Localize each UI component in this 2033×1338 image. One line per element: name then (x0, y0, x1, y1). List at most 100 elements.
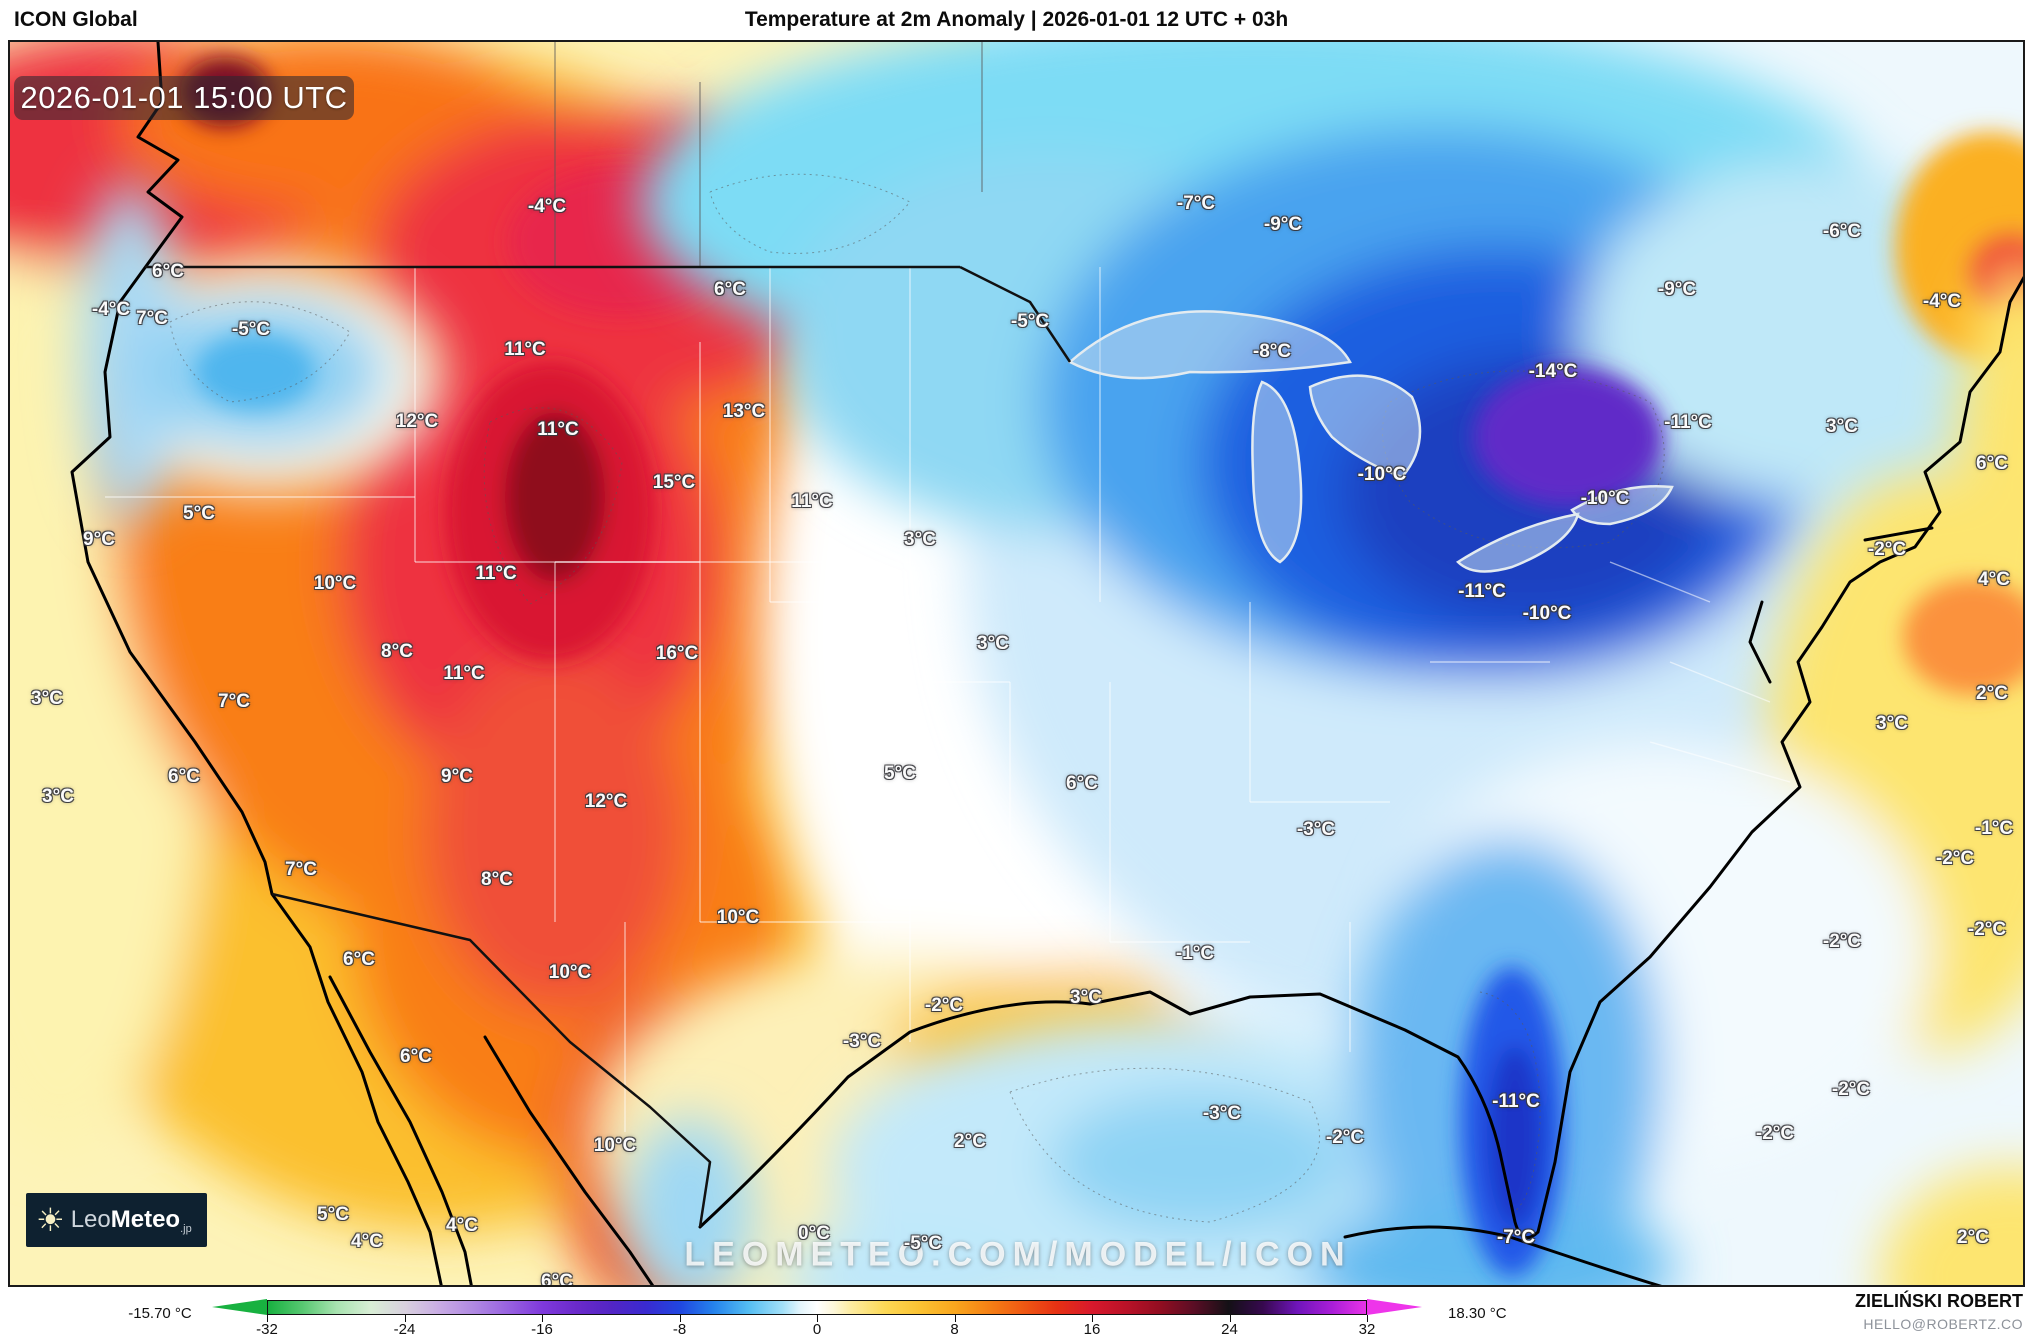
temp-label: 4°C (351, 1231, 383, 1252)
logo-text-meteo: Meteo (110, 1206, 181, 1233)
temp-label: 3°C (1826, 416, 1858, 437)
temp-label: 15°C (652, 472, 696, 493)
temp-label: -3°C (842, 1031, 882, 1052)
colorbar-tick-label: 8 (950, 1321, 959, 1338)
model-name: ICON Global (14, 8, 138, 31)
temp-label: 11°C (443, 663, 485, 684)
temp-label: -7°C (1176, 193, 1216, 214)
temp-label: 10°C (716, 907, 760, 928)
colorbar-tick-label: 32 (1358, 1321, 1376, 1338)
colorbar-tick (954, 1315, 956, 1322)
temp-label: -10°C (1357, 464, 1407, 485)
temp-label: -4°C (527, 196, 567, 217)
colorbar-tick-label: 16 (1083, 1321, 1101, 1338)
temp-label: -3°C (1202, 1103, 1242, 1124)
temp-label: 12°C (395, 411, 439, 432)
temp-label: 2°C (1957, 1227, 1989, 1248)
temp-label: -2°C (1755, 1123, 1795, 1144)
temp-label: 10°C (593, 1135, 637, 1156)
logo-text-leo: Leo (70, 1206, 111, 1233)
temp-label: -6°C (1822, 221, 1862, 242)
temp-label: -2°C (1967, 919, 2007, 940)
colorbar-gradient (267, 1300, 1367, 1315)
temp-label: -10°C (1522, 603, 1572, 624)
temp-label: -1°C (1175, 943, 1215, 964)
temp-label: 3°C (42, 786, 74, 807)
colorbar-tick (1367, 1315, 1368, 1322)
colorbar-tick (1092, 1315, 1093, 1322)
colorbar-tick (404, 1315, 406, 1322)
temp-label: 11°C (475, 563, 517, 584)
temp-label: 6°C (343, 949, 375, 970)
weather-map: 2026-01-01 15:00 UTC LEOMETEO.COM/MODEL/… (8, 40, 2025, 1287)
temp-label: -11°C (1492, 1091, 1540, 1112)
temp-label: 2°C (954, 1131, 986, 1152)
colorbar-right-arrow (1367, 1299, 1422, 1315)
temp-label: 3°C (977, 633, 1009, 654)
temp-label: 5°C (317, 1204, 349, 1225)
temp-label: 7°C (218, 691, 250, 712)
temp-label: 3°C (31, 688, 63, 709)
sun-icon: ☀ (36, 1202, 65, 1238)
temp-label: -5°C (231, 319, 271, 340)
colorbar-tick-label: 24 (1221, 1321, 1238, 1338)
temp-label: 11°C (537, 419, 579, 440)
colorbar-left-arrow (212, 1299, 267, 1315)
temp-label: 5°C (183, 503, 215, 524)
colorbar-tick (1229, 1315, 1231, 1322)
temp-label: 9°C (83, 529, 115, 550)
temp-label: -5°C (903, 1233, 943, 1254)
temp-label: 6°C (541, 1271, 573, 1287)
temp-label: -7°C (1496, 1227, 1536, 1248)
temp-label: 8°C (381, 641, 413, 662)
temp-label: 3°C (904, 529, 936, 550)
temp-label: 0°C (798, 1223, 830, 1244)
header-bar: ICON Global Temperature at 2m Anomaly | … (0, 0, 2033, 40)
temp-label: 11°C (504, 339, 546, 360)
colorbar-max-value: 18.30 °C (1448, 1305, 1507, 1322)
colorbar-tick (542, 1315, 543, 1322)
temp-label: 3°C (1070, 987, 1102, 1008)
temp-label: -2°C (1325, 1127, 1365, 1148)
temp-label: 6°C (152, 261, 184, 282)
temp-label: -11°C (1458, 581, 1506, 602)
temp-label: 6°C (1976, 453, 2008, 474)
temp-label: -3°C (1296, 819, 1336, 840)
temp-label: 13°C (722, 401, 766, 422)
colorbar-footer: -15.70 °C -32 -24 -16 -8 0 8 16 24 32 18.30 °C Z… (0, 1287, 2033, 1338)
colorbar-tick (267, 1315, 268, 1322)
temp-label: 7°C (285, 859, 317, 880)
colorbar-tick-label: -32 (256, 1321, 278, 1338)
colorbar-tick-label: -8 (672, 1321, 687, 1338)
temp-label: 6°C (400, 1046, 432, 1067)
temp-label: 7°C (136, 308, 168, 329)
colorbar-tick-label: 0 (812, 1321, 822, 1338)
temp-label: 4°C (446, 1215, 478, 1236)
temp-label: 6°C (168, 766, 200, 787)
temp-label: -4°C (91, 299, 131, 320)
temp-label: 16°C (655, 643, 699, 664)
temp-label: 10°C (548, 962, 592, 983)
temp-label: 4°C (1978, 569, 2010, 590)
temp-label: -14°C (1528, 361, 1578, 382)
logo-text-tld: .jp (180, 1223, 192, 1235)
colorbar-tick-label: -16 (531, 1321, 553, 1338)
colorbar-min-value: -15.70 °C (128, 1305, 192, 1322)
temp-label: -4°C (1922, 291, 1962, 312)
temp-label: 8°C (481, 869, 513, 890)
temp-label: -1°C (1974, 818, 2014, 839)
temp-label: 9°C (441, 766, 473, 787)
temp-label: 5°C (884, 763, 916, 784)
colorbar-tick (679, 1315, 681, 1322)
temp-label: -10°C (1580, 488, 1630, 509)
temp-label: -11°C (1664, 412, 1712, 433)
anomaly-field-graphic (10, 42, 2023, 1285)
temp-label: -5°C (1010, 311, 1050, 332)
temp-label: -9°C (1657, 279, 1697, 300)
temp-label: -9°C (1263, 214, 1303, 235)
page-title: Temperature at 2m Anomaly | 2026-01-01 1… (744, 8, 1289, 31)
temp-label: 2°C (1976, 683, 2008, 704)
temp-label: 3°C (1876, 713, 1908, 734)
leometeo-logo: ☀ Leo Meteo .jp (26, 1193, 207, 1247)
credit-author: ZIELIŃSKI ROBERT (1854, 1291, 2023, 1311)
